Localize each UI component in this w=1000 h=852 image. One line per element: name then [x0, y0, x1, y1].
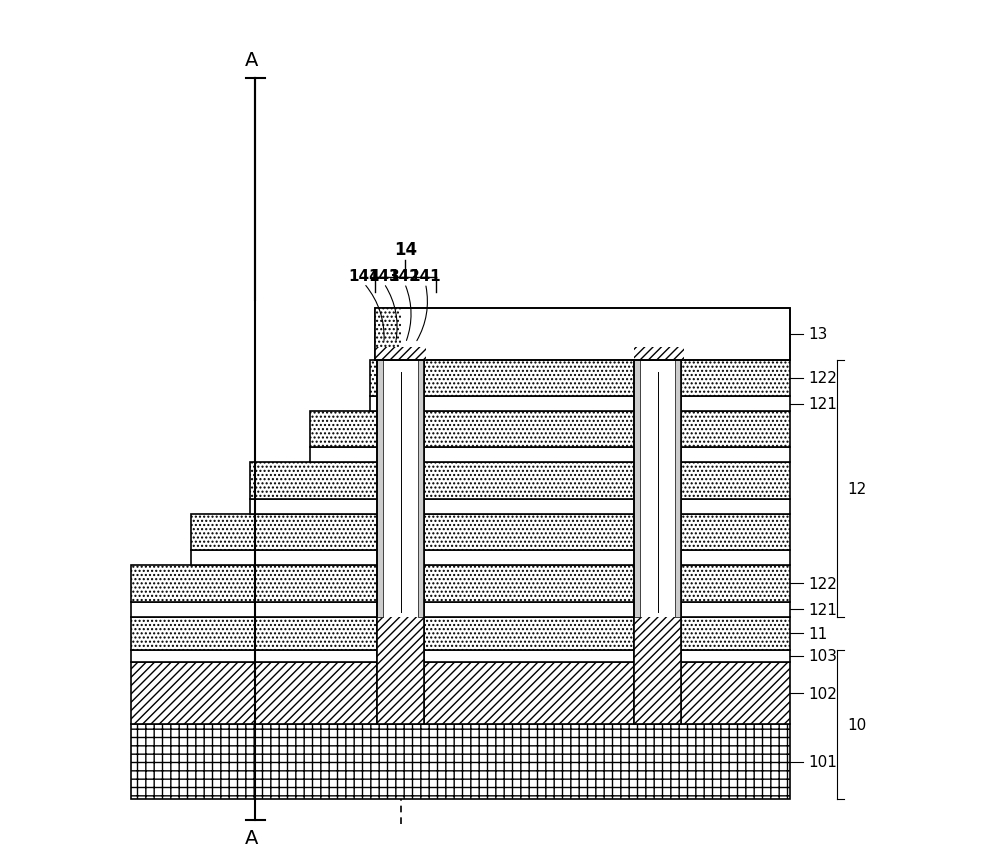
Text: 122: 122: [808, 576, 837, 591]
Text: 13: 13: [808, 327, 828, 342]
Bar: [377, 617, 424, 724]
Bar: [191, 515, 790, 550]
Bar: [310, 412, 790, 448]
Text: A: A: [245, 51, 258, 71]
Text: 102: 102: [808, 686, 837, 701]
Bar: [634, 360, 681, 724]
Bar: [250, 499, 790, 515]
Text: 12: 12: [847, 481, 867, 496]
Bar: [377, 360, 383, 617]
Bar: [131, 662, 790, 724]
Text: 14: 14: [394, 241, 417, 259]
Bar: [131, 566, 790, 602]
Bar: [634, 348, 684, 360]
Bar: [634, 617, 681, 724]
Bar: [370, 360, 790, 397]
Bar: [131, 662, 790, 724]
Bar: [377, 360, 424, 724]
Bar: [370, 360, 790, 397]
Bar: [250, 463, 790, 499]
Bar: [634, 348, 684, 360]
Bar: [375, 309, 401, 360]
Bar: [418, 360, 424, 617]
Bar: [675, 360, 681, 617]
Text: 121: 121: [808, 602, 837, 617]
Bar: [375, 309, 401, 360]
Bar: [131, 724, 790, 799]
Bar: [634, 360, 681, 724]
Bar: [375, 309, 790, 360]
Bar: [131, 602, 790, 617]
Bar: [131, 617, 790, 650]
Text: 122: 122: [808, 371, 837, 386]
Bar: [310, 412, 790, 448]
Bar: [191, 515, 790, 550]
Bar: [250, 463, 790, 499]
Text: 144: 144: [348, 269, 380, 284]
Text: 11: 11: [808, 626, 828, 641]
Bar: [131, 566, 790, 602]
Text: 103: 103: [808, 648, 837, 664]
Bar: [310, 448, 790, 463]
Bar: [377, 617, 424, 724]
Bar: [375, 348, 426, 360]
Bar: [131, 617, 790, 650]
Text: 142: 142: [389, 269, 421, 284]
Bar: [377, 360, 424, 724]
Bar: [131, 650, 790, 662]
Text: 101: 101: [808, 754, 837, 769]
Bar: [370, 397, 790, 412]
Bar: [375, 309, 790, 360]
Text: 143: 143: [368, 269, 400, 284]
Bar: [634, 360, 640, 617]
Text: 141: 141: [410, 269, 441, 284]
Text: 10: 10: [847, 717, 867, 732]
Bar: [634, 617, 681, 724]
Bar: [131, 724, 790, 799]
Bar: [191, 550, 790, 566]
Text: 121: 121: [808, 396, 837, 412]
Bar: [375, 348, 426, 360]
Text: A: A: [245, 828, 258, 847]
